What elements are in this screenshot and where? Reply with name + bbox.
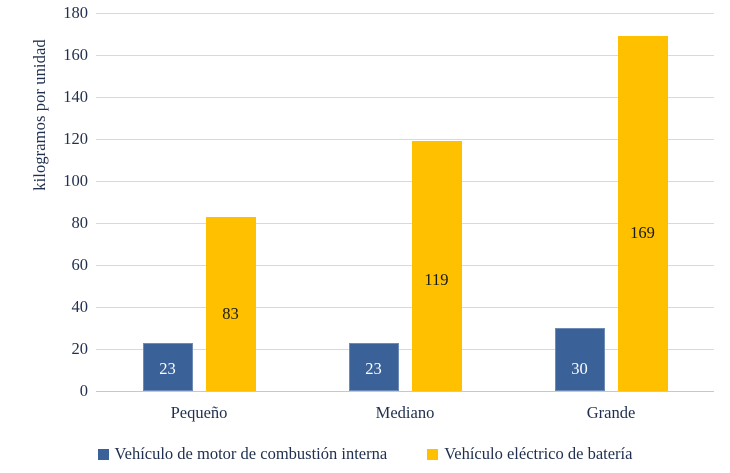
gridline (96, 349, 714, 350)
gridline (96, 97, 714, 98)
legend-swatch-icon (427, 448, 439, 460)
y-axis-tick-label: 20 (71, 339, 89, 358)
gridline (96, 223, 714, 224)
x-axis-category-label: Pequeño (170, 403, 228, 422)
bar-bev-0[interactable]: 83 (205, 216, 256, 391)
y-axis-tick-label: 120 (63, 129, 88, 148)
gridline (96, 139, 714, 140)
bar-bev-1[interactable]: 119 (411, 141, 462, 391)
x-axis-category-label: Mediano (375, 403, 435, 422)
y-axis-tick-label: 40 (71, 297, 89, 316)
bar-value-label: 119 (424, 270, 449, 290)
bar-value-label: 23 (365, 358, 382, 378)
gridline (96, 55, 714, 56)
bar-icev-2[interactable]: 30 (554, 328, 605, 391)
legend: Vehículo de motor de combustión interna V… (0, 444, 730, 463)
bar-value-label: 169 (630, 222, 655, 242)
x-axis-category-label: Grande (586, 403, 636, 422)
gridline (96, 307, 714, 308)
bar-value-label: 83 (222, 304, 239, 324)
bar-value-label: 23 (159, 358, 176, 378)
y-axis-tick-label: 160 (63, 45, 88, 64)
legend-label: Vehículo eléctrico de batería (444, 444, 633, 463)
gridline (96, 391, 714, 392)
bar-bev-2[interactable]: 169 (617, 36, 668, 391)
y-axis-tick-label: 180 (63, 3, 88, 22)
y-axis-tick-label: 0 (79, 381, 88, 400)
bar-value-label: 30 (571, 358, 588, 378)
legend-item[interactable]: Vehículo de motor de combustión interna (97, 444, 388, 463)
bar-icev-0[interactable]: 23 (142, 342, 193, 391)
plot-area: 23 83 23 119 30 169 (96, 13, 714, 392)
legend-swatch-icon (97, 448, 109, 460)
y-axis-tick-label: 100 (63, 171, 88, 190)
legend-item[interactable]: Vehículo eléctrico de batería (427, 444, 633, 463)
bar-icev-1[interactable]: 23 (348, 342, 399, 391)
y-axis-tick-label: 140 (63, 87, 88, 106)
gridline (96, 13, 714, 14)
legend-label: Vehículo de motor de combustión interna (114, 444, 388, 463)
gridline (96, 265, 714, 266)
y-axis-tick-label: 80 (71, 213, 89, 232)
y-axis-tick-label: 60 (71, 255, 89, 274)
gridline (96, 181, 714, 182)
y-axis-title: kilogramos por unidad (30, 39, 49, 191)
